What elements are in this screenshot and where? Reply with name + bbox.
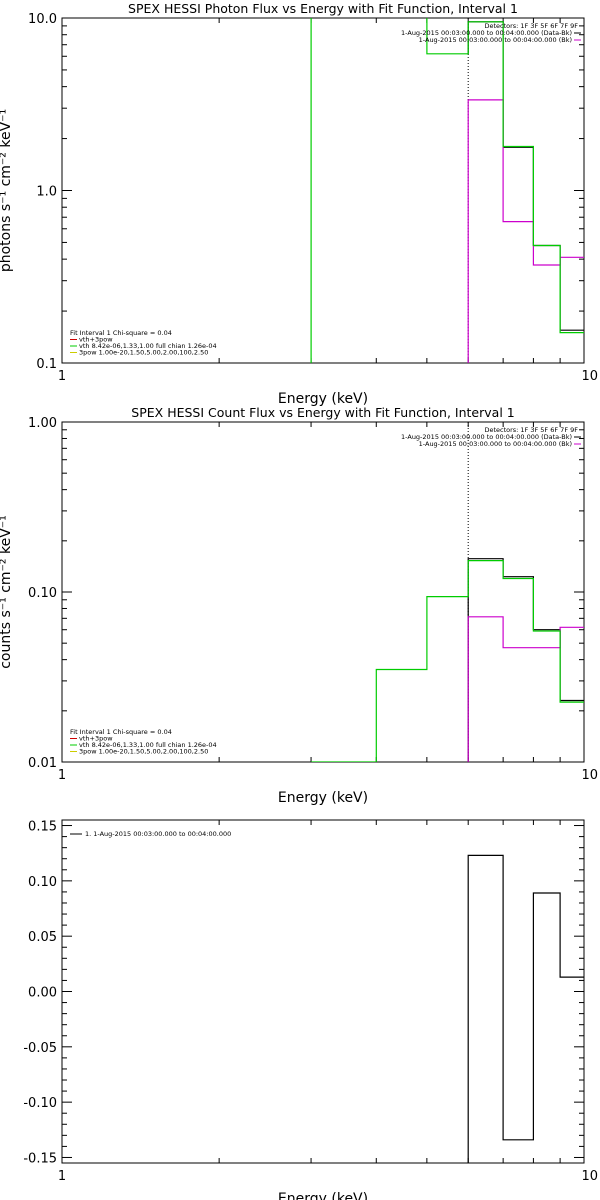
legend-text: Fit Interval 1 Chi-square = 0.04 <box>70 329 172 337</box>
y-tick-label: -0.10 <box>23 1096 57 1111</box>
legend-text: 3pow 1.00e-20,1.50,5.00,2.00,100,2.50 <box>79 349 208 357</box>
series-line-1 <box>467 854 584 1163</box>
y-tick-label: 1.00 <box>28 416 57 431</box>
legend-text: Detectors: 1F 3F 5F 6F 7F 9F <box>484 22 578 30</box>
chart-title: SPEX HESSI Count Flux vs Energy with Fit… <box>131 405 514 420</box>
legend-text: Detectors: 1F 3F 5F 6F 7F 9F <box>484 426 578 434</box>
chart-title: SPEX HESSI Photon Flux vs Energy with Fi… <box>128 1 518 16</box>
legend-text: 1-Aug-2015 00:03:00.000 to 00:04:00.000 … <box>401 433 572 441</box>
x-axis-label: Energy (keV) <box>278 790 368 806</box>
y-tick-label: 0.00 <box>28 986 57 1001</box>
legend-text: vth 8.42e-06,1.33,1.00 full chian 1.26e-… <box>79 741 217 749</box>
legend-text: Fit Interval 1 Chi-square = 0.04 <box>70 728 172 736</box>
y-tick-label: 10.0 <box>28 12 57 27</box>
legend-text: 1-Aug-2015 00:03:00.000 to 00:04:00.000 … <box>419 36 572 44</box>
y-tick-label: 0.10 <box>28 875 57 890</box>
x-tick-label: 10 <box>581 768 598 783</box>
x-tick-label: 1 <box>58 369 66 384</box>
data-series-group <box>310 18 584 363</box>
x-tick-label: 1 <box>58 1169 66 1184</box>
y-tick-label: 0.15 <box>28 820 57 835</box>
y-tick-label: 0.1 <box>36 357 57 372</box>
legend-text: vth+3pow <box>79 336 113 344</box>
data-series-group <box>467 854 584 1163</box>
x-tick-label: 1 <box>58 768 66 783</box>
plot-frame <box>61 421 585 763</box>
legend-text: 1-Aug-2015 00:03:00.000 to 00:04:00.000 … <box>401 29 572 37</box>
series-line-1 <box>467 21 584 331</box>
x-tick-label: 10 <box>581 369 598 384</box>
legend-text: vth 8.42e-06,1.33,1.00 full chian 1.26e-… <box>79 342 217 350</box>
x-axis-label: Energy (keV) <box>278 1191 368 1200</box>
series-line-2 <box>467 616 584 762</box>
series-line-3 <box>426 18 584 334</box>
legend-text: vth+3pow <box>79 735 113 743</box>
plot-panel-2: 1 10 0.01 0.10 1.00 SPEX HESSI Count Flux vs … <box>0 405 598 806</box>
legend-text: 1. 1-Aug-2015 00:03:00.000 to 00:04:00.0… <box>85 830 231 838</box>
y-tick-label: 0.10 <box>28 586 57 601</box>
legend-text: 1-Aug-2015 00:03:00.000 to 00:04:00.000 … <box>419 440 572 448</box>
series-line-3 <box>311 559 584 762</box>
x-tick-label: 10 <box>581 1169 598 1184</box>
y-axis-label: photons s⁻¹ cm⁻² keV⁻¹ <box>0 109 14 272</box>
plot-panel-1: 1 10 0.1 1.0 10.0 SPEX HESSI Photon Flux vs E… <box>0 1 598 407</box>
data-series-group <box>311 558 584 762</box>
x-axis-label: Energy (keV) <box>278 391 368 407</box>
y-tick-label: -0.15 <box>23 1151 57 1166</box>
series-line-2 <box>467 99 584 363</box>
y-tick-label: -0.05 <box>23 1041 57 1056</box>
y-tick-label: 1.0 <box>36 185 57 200</box>
series-line-1 <box>467 558 584 762</box>
y-tick-label: 0.01 <box>28 756 57 771</box>
legend-text: 3pow 1.00e-20,1.50,5.00,2.00,100,2.50 <box>79 748 208 756</box>
plot-frame <box>61 17 585 364</box>
y-tick-label: 0.05 <box>28 930 57 945</box>
y-axis-label: counts s⁻¹ cm⁻² keV⁻¹ <box>0 515 14 669</box>
plot-frame <box>61 819 585 1164</box>
plot-panel-3: 1 10 -0.15 -0.10 -0.05 0.00 0.05 0.10 0.15 Energy… <box>23 819 598 1200</box>
